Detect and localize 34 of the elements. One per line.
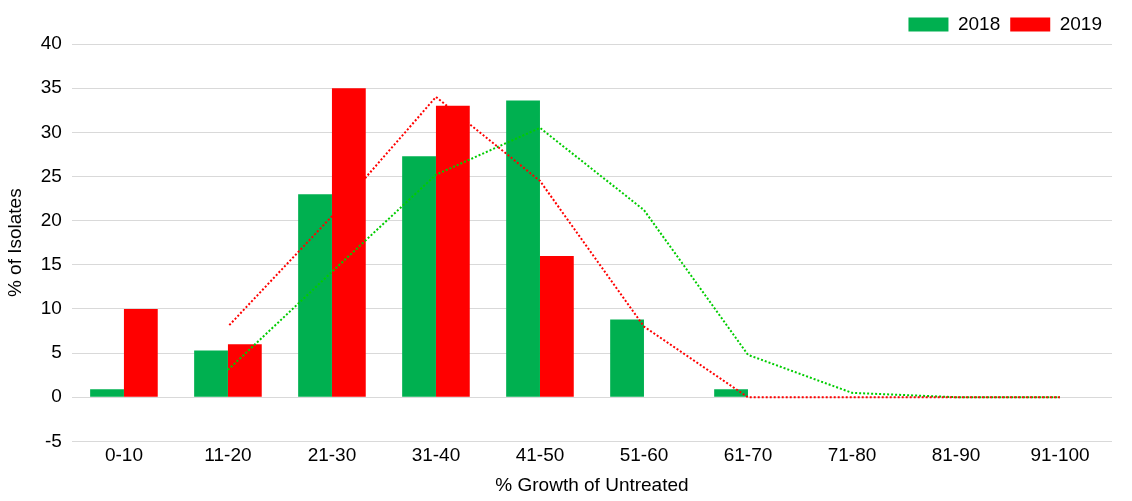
- x-axis-title: % Growth of Untreated: [495, 473, 689, 495]
- bar: [90, 389, 124, 397]
- x-tick-label: 81-90: [931, 444, 981, 466]
- y-tick-label: 0: [51, 385, 62, 407]
- y-tick-label: 15: [40, 253, 62, 275]
- x-tick-label: 51-60: [619, 444, 669, 466]
- bar: [402, 156, 436, 397]
- bar: [714, 389, 748, 397]
- x-tick-label: 11-20: [204, 444, 252, 466]
- y-tick-label: 20: [40, 208, 62, 230]
- y-tick-label: 35: [40, 76, 62, 98]
- x-tick-label: 91-100: [1030, 444, 1090, 466]
- bar: [194, 350, 228, 397]
- y-tick-label: 30: [40, 120, 62, 142]
- y-axis-title: % of Isolates: [3, 188, 25, 298]
- bar: [610, 319, 644, 397]
- legend-label: 2019: [1059, 12, 1103, 34]
- y-tick-label: 40: [40, 32, 62, 54]
- x-tick-label: 31-40: [411, 444, 461, 466]
- bar: [539, 255, 574, 397]
- y-tick-label: 10: [40, 297, 62, 319]
- x-tick-label: 61-70: [723, 444, 773, 466]
- y-tick-label: -5: [45, 429, 62, 451]
- x-tick-label: 21-30: [307, 444, 357, 466]
- y-tick-label: 5: [51, 341, 62, 363]
- legend-label: 2018: [957, 12, 1001, 34]
- x-tick-label: 0-10: [104, 444, 143, 466]
- y-tick-label: 25: [40, 164, 62, 186]
- x-tick-label: 71-80: [827, 444, 877, 466]
- bar: [298, 194, 332, 397]
- x-tick-label: 41-50: [515, 444, 565, 466]
- bar: [506, 100, 540, 397]
- bar: [227, 344, 262, 397]
- bar: [123, 308, 158, 397]
